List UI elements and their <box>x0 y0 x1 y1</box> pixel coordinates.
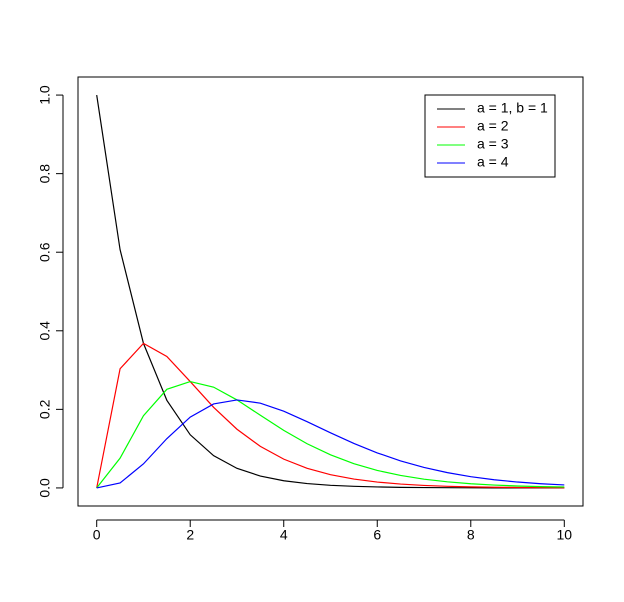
y-tick-label: 0.4 <box>37 321 53 341</box>
y-tick-label: 0.2 <box>37 399 53 419</box>
legend-label: a = 2 <box>477 118 509 134</box>
x-tick-label: 0 <box>93 527 101 543</box>
y-tick-label: 0.8 <box>37 164 53 184</box>
series-line <box>96 342 565 489</box>
x-tick-label: 2 <box>186 527 194 543</box>
series-line <box>96 94 565 489</box>
y-tick-label: 1.0 <box>37 85 53 105</box>
y-tick-label: 0.6 <box>37 242 53 262</box>
y-tick-label: 0.0 <box>37 478 53 498</box>
x-tick-label: 4 <box>280 527 288 543</box>
x-tick-label: 10 <box>557 527 573 543</box>
legend-label: a = 1, b = 1 <box>477 100 548 116</box>
legend-label: a = 3 <box>477 136 509 152</box>
x-tick-label: 6 <box>373 527 381 543</box>
legend-label: a = 4 <box>477 154 509 170</box>
plot-frame <box>77 76 584 507</box>
series-line <box>96 399 565 489</box>
series-line <box>96 380 565 489</box>
x-tick-label: 8 <box>467 527 475 543</box>
